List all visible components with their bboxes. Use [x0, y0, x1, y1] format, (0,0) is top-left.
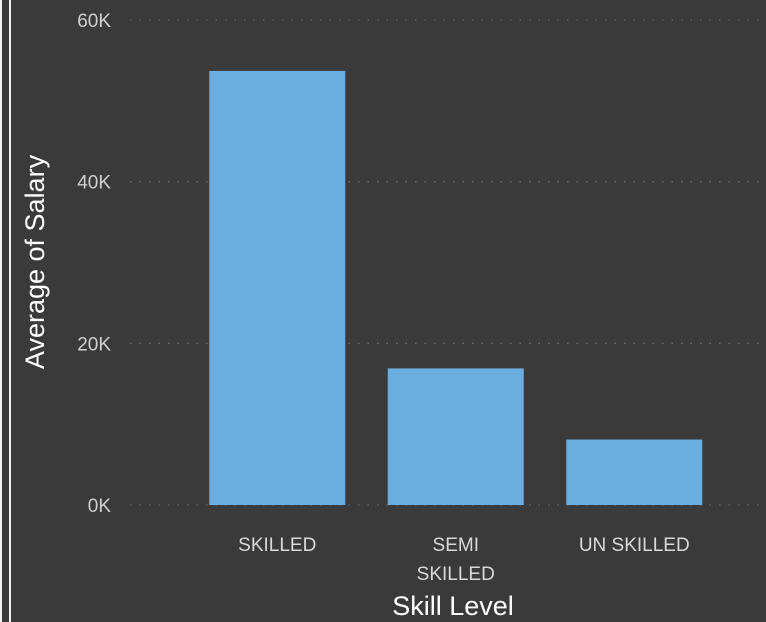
bar-un-skilled[interactable] — [566, 439, 703, 505]
y-tick-label: 20K — [77, 334, 111, 355]
frame-border-line — [9, 0, 11, 622]
x-tick-label: SEMI SKILLED — [417, 535, 495, 585]
x-tick-label: SKILLED — [238, 535, 316, 556]
x-tick-label: UN SKILLED — [579, 535, 690, 556]
y-axis-title: Average of Salary — [20, 154, 50, 369]
y-tick-label: 0K — [88, 496, 112, 517]
bar-semi-skilled[interactable] — [387, 368, 524, 505]
bar-skilled[interactable] — [209, 70, 346, 506]
y-tick-label: 40K — [77, 173, 111, 194]
bars — [209, 70, 703, 506]
y-axis-ticks: 0K 20K 40K 60K — [77, 11, 111, 517]
x-axis-ticks: SKILLED SEMI SKILLED UN SKILLED — [238, 535, 690, 585]
y-tick-label: 60K — [77, 11, 111, 32]
x-axis-title: Skill Level — [392, 591, 514, 621]
